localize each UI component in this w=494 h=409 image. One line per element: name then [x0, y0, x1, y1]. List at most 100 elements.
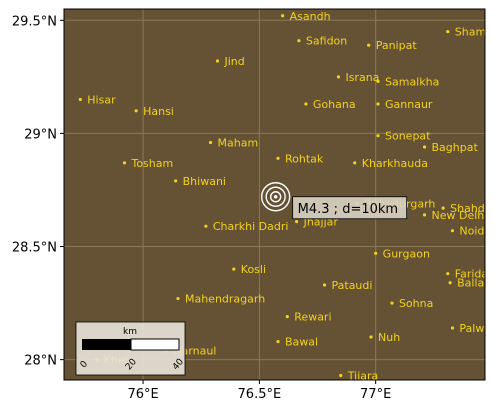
city-marker: [297, 39, 301, 43]
city-label: Noida: [459, 225, 491, 238]
city-kharkhauda: Kharkhauda: [353, 157, 428, 170]
graticule: [64, 9, 485, 380]
y-tick-label-1: 29°N: [24, 127, 57, 142]
city-marker: [446, 30, 450, 34]
city-label: Panipat: [376, 39, 418, 52]
event-ring-inner: [269, 191, 282, 203]
city-label: Rohtak: [285, 152, 324, 165]
city-marker: [78, 97, 82, 102]
city-rewari: Rewari: [285, 311, 332, 324]
city-marker: [422, 213, 427, 217]
city-label: Gohana: [313, 98, 356, 111]
city-asandh: Asandh: [281, 10, 331, 23]
map-frame: [63, 8, 486, 381]
city-label: Samalkha: [385, 75, 439, 88]
city-palwal: Palwal: [450, 322, 494, 335]
city-label: Kosli: [241, 263, 266, 276]
city-sohna: Sohna: [390, 297, 433, 310]
city-label: Palwal: [459, 322, 494, 335]
city-marker: [450, 229, 455, 233]
city-sonepat: Sonepat: [376, 130, 431, 143]
city-tijara: Tijara: [339, 369, 379, 382]
city-marker: [353, 161, 357, 165]
city-kosli: Kosli: [232, 263, 266, 276]
city-label: Asandh: [290, 10, 331, 23]
city-gurgaon: Gurgaon: [374, 247, 430, 260]
event-label: M4.3 ; d=10km: [298, 202, 398, 217]
scale-bar-tick-0: 0: [79, 359, 91, 370]
city-label: Sohna: [399, 297, 433, 310]
city-tosham: Tosham: [122, 157, 173, 170]
city-marker: [446, 272, 450, 276]
city-marker: [208, 140, 213, 145]
y-tick-label-0: 29.5°N: [12, 14, 57, 29]
scale-bar-white-segment: [130, 338, 180, 351]
city-marker: [369, 335, 373, 339]
x-tick-label-0: 76°E: [127, 387, 158, 402]
city-ballabgarh: Ballabgarh: [448, 277, 485, 290]
city-label: Baghpat: [432, 141, 479, 154]
city-marker: [281, 14, 285, 18]
y-tick-label-3: 28°N: [24, 354, 57, 369]
city-samalkha: Samalkha: [376, 75, 439, 88]
city-new-delhi: New Delhi: [422, 209, 488, 222]
city-label: Tijara: [347, 369, 379, 382]
axis-ticks: 76°E 76.5°E 77°E 29.5°N 29°N 28.5°N 28°N: [12, 14, 391, 402]
city-label: Shamli: [455, 26, 493, 39]
event-ring-outer: [260, 182, 291, 212]
scale-bar: km 0 20 40: [75, 321, 186, 376]
city-marker: [304, 102, 308, 106]
city-marker: [322, 283, 327, 287]
city-label: Shahdara: [450, 202, 494, 215]
city-gannaur: Gannaur: [376, 98, 433, 111]
map-background: [64, 9, 485, 380]
city-label: New Delhi: [432, 209, 488, 222]
city-noida: Noida: [450, 225, 491, 238]
city-israna: Israna: [336, 71, 379, 84]
event-epicenter: [273, 194, 278, 199]
city-marker: [276, 156, 280, 160]
city-mahendragarh: Mahendragarh: [176, 293, 265, 306]
city-label: Bawal: [285, 336, 318, 349]
city-label: Maham: [218, 136, 259, 149]
city-nuh: Nuh: [369, 331, 400, 344]
city-label: Hansi: [143, 105, 174, 118]
city-baghpat: Baghpat: [422, 141, 479, 154]
city-marker: [339, 373, 343, 378]
city-marker: [215, 59, 220, 63]
city-shamli: Shamli: [446, 26, 493, 39]
city-marker: [376, 102, 380, 106]
city-label: Charkhi Dadri: [213, 220, 289, 233]
city-bhiwani: Bhiwani: [174, 175, 226, 188]
city-label: Rewari: [294, 311, 331, 324]
city-safidon: Safidon: [297, 35, 347, 48]
scale-bar-unit: km: [123, 327, 137, 337]
city-marker: [448, 281, 452, 285]
city-label: Gannaur: [385, 98, 433, 111]
city-marker: [122, 161, 127, 165]
city-panipat: Panipat: [367, 39, 417, 52]
city-label: Pataudi: [332, 279, 373, 292]
city-marker: [174, 179, 178, 183]
city-faridabad: Faridabad: [446, 268, 494, 281]
city-marker: [422, 145, 427, 149]
city-label: Tosham: [130, 157, 173, 170]
city-label: Kharkhauda: [362, 157, 428, 170]
city-label: Jind: [224, 55, 245, 68]
city-marker: [374, 251, 378, 255]
y-tick-label-2: 28.5°N: [12, 241, 57, 256]
city-label: Bhiwani: [183, 175, 226, 188]
earthquake-event[interactable]: M4.3 ; d=10km: [260, 182, 408, 220]
city-gohana: Gohana: [304, 98, 356, 111]
city-label: Hisar: [87, 93, 116, 106]
city-charkhi-dadri: Charkhi Dadri: [204, 220, 288, 233]
city-marker: [367, 43, 371, 47]
city-marker: [376, 79, 380, 83]
city-label: Faridabad: [455, 268, 494, 281]
city-shahdara: Shahdara: [441, 202, 494, 215]
city-pataudi: Pataudi: [322, 279, 373, 292]
city-rohtak: Rohtak: [276, 152, 324, 165]
city-marker: [294, 220, 299, 224]
city-label: Sonepat: [385, 130, 431, 143]
x-tick-label-2: 77°E: [360, 387, 391, 402]
